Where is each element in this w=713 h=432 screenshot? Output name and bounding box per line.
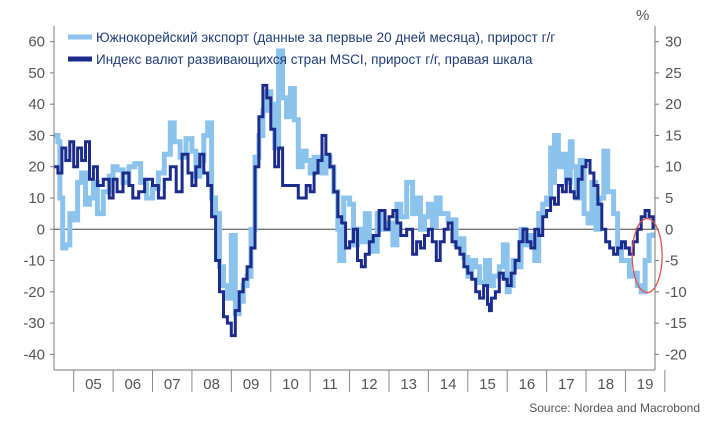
left-axis-tick-label: 50 <box>28 65 45 82</box>
right-axis-tick-label: 15 <box>665 127 682 144</box>
x-axis-tick-label: 10 <box>282 376 299 393</box>
left-axis-tick-label: -10 <box>23 253 45 270</box>
x-axis-tick-label: 06 <box>124 376 141 393</box>
left-axis-tick-label: -40 <box>23 346 45 363</box>
right-axis-tick-label: -15 <box>665 315 687 332</box>
x-axis-tick-label: 12 <box>361 376 378 393</box>
x-axis-tick-label: 07 <box>164 376 181 393</box>
series-line-msci-em-currency <box>54 83 655 338</box>
axis-layer: 6050403020100-10-20-30-40302520151050-5-… <box>23 26 687 393</box>
right-axis-tick-label: 20 <box>665 96 682 113</box>
right-axis-tick-label: 10 <box>665 159 682 176</box>
x-axis-tick-label: 18 <box>597 376 614 393</box>
x-axis-tick-label: 14 <box>440 376 457 393</box>
left-axis-tick-label: 0 <box>37 221 45 238</box>
left-axis-tick-label: 40 <box>28 96 45 113</box>
right-axis-tick-label: -5 <box>665 253 678 270</box>
right-axis-tick-label: -10 <box>665 284 687 301</box>
x-axis-tick-label: 16 <box>519 376 536 393</box>
left-axis-tick-label: 20 <box>28 159 45 176</box>
x-axis-tick-label: 17 <box>558 376 575 393</box>
x-axis-tick-label: 15 <box>479 376 496 393</box>
legend: Южнокорейский экспорт (данные за первые … <box>68 30 555 67</box>
x-axis-tick-label: 11 <box>322 376 338 393</box>
legend-label-exports: Южнокорейский экспорт (данные за первые … <box>96 30 555 45</box>
x-axis-tick-label: 13 <box>400 376 417 393</box>
right-axis-tick-label: 30 <box>665 34 682 51</box>
left-axis-tick-label: 10 <box>28 190 45 207</box>
x-axis-tick-label: 08 <box>203 376 220 393</box>
legend-label-em-currency: Индекс валют развивающихся стран MSCI, п… <box>96 52 533 67</box>
highlight-ellipse <box>631 217 663 294</box>
left-axis-tick-label: 30 <box>28 127 45 144</box>
right-axis-tick-label: 0 <box>665 221 673 238</box>
right-axis-tick-label: 25 <box>665 65 682 82</box>
left-axis-tick-label: -30 <box>23 315 45 332</box>
x-axis-tick-label: 19 <box>637 376 654 393</box>
x-axis-tick-label: 05 <box>85 376 102 393</box>
x-axis-tick-label: 09 <box>243 376 260 393</box>
right-axis-unit-label: % <box>636 7 649 24</box>
left-axis-tick-label: -20 <box>23 284 45 301</box>
left-axis-tick-label: 60 <box>28 34 45 51</box>
right-axis-tick-label: -20 <box>665 346 687 363</box>
series-layer <box>54 48 663 338</box>
right-axis-tick-label: 5 <box>665 190 673 207</box>
source-note: Source: Nordea and Macrobond <box>529 401 700 415</box>
